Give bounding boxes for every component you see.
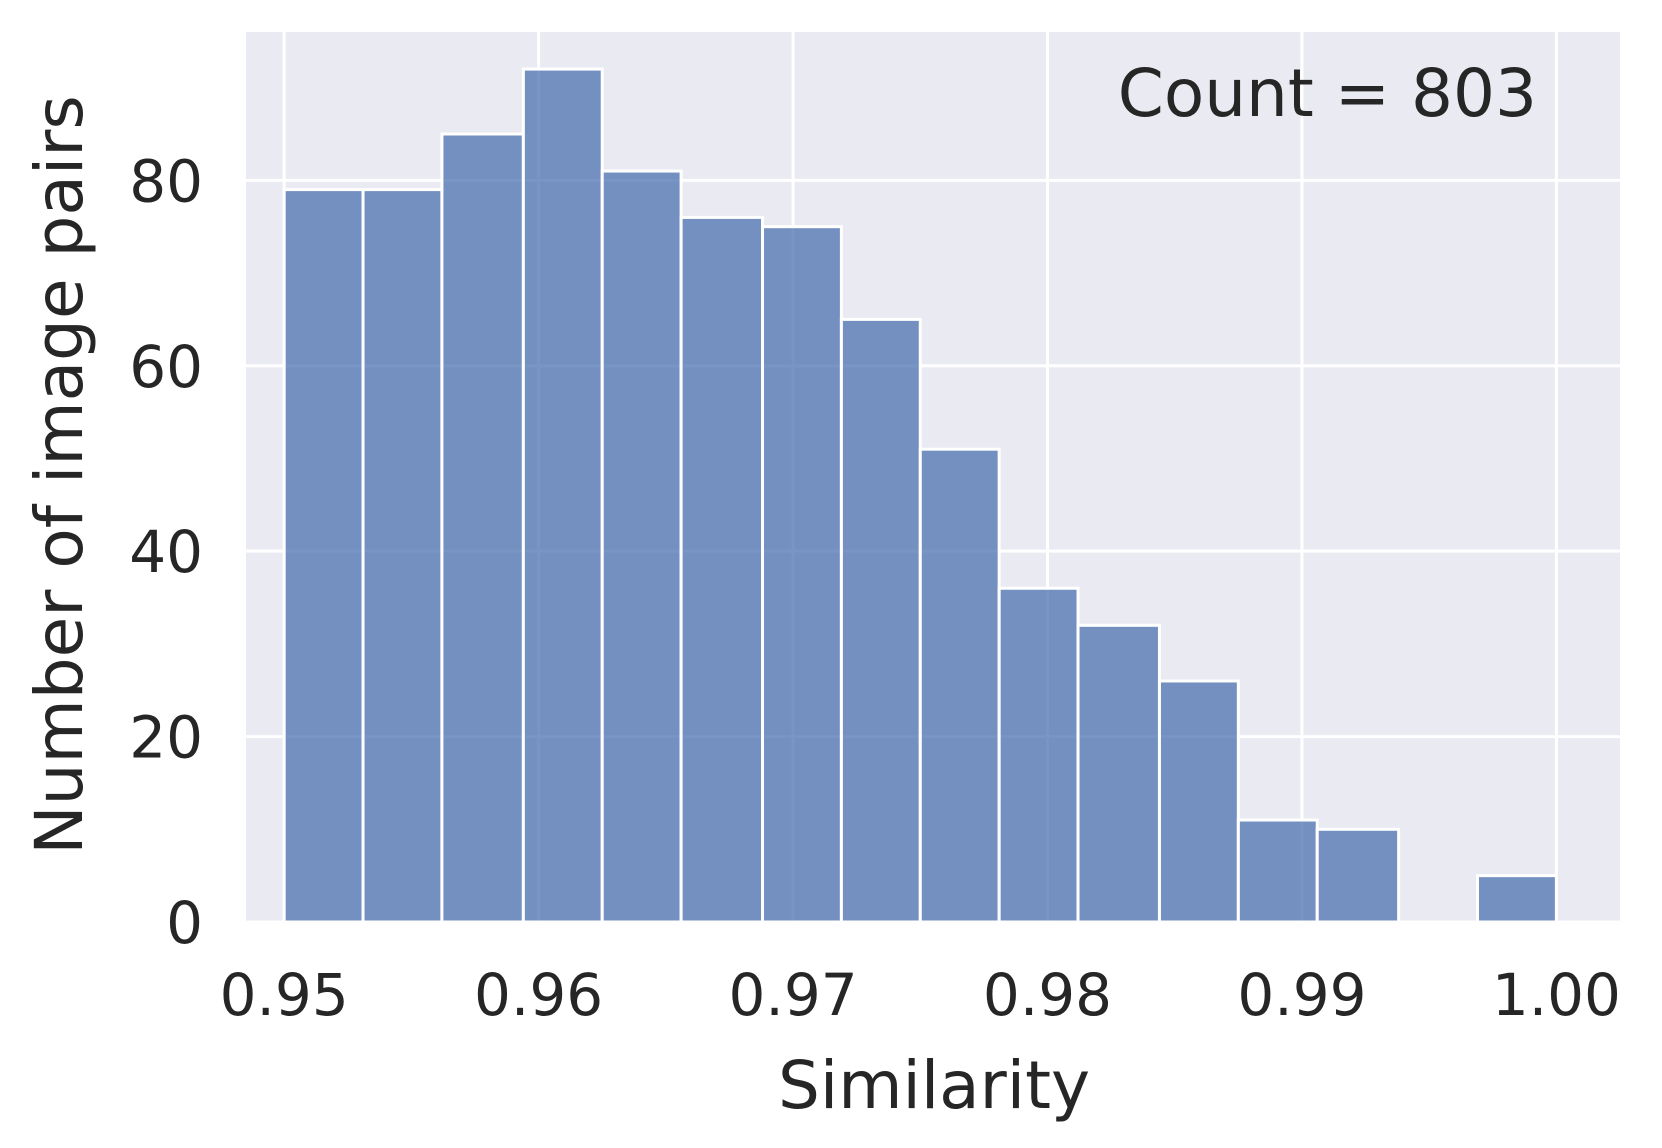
histogram-bar <box>997 586 1080 924</box>
y-tick-label: 80 <box>129 147 203 215</box>
x-tick-label: 0.97 <box>728 961 857 1029</box>
y-axis-label: Number of image pairs <box>21 95 98 854</box>
x-tick-label: 0.95 <box>220 961 349 1029</box>
histogram-bar <box>839 317 922 924</box>
y-tick-label: 20 <box>129 704 203 772</box>
y-tick-labels: 0 20 40 60 80 <box>129 147 203 957</box>
y-tick-label: 60 <box>129 333 203 401</box>
count-annotation: Count = 803 <box>1118 55 1537 132</box>
histogram-bar <box>1076 623 1161 924</box>
histogram-bar <box>1315 827 1401 924</box>
histogram-bar <box>679 215 765 924</box>
histogram-bars <box>282 67 1558 924</box>
y-tick-label: 0 <box>166 889 203 957</box>
x-tick-label: 0.96 <box>474 961 603 1029</box>
histogram-bar <box>440 132 525 924</box>
x-tick-label: 1.00 <box>1492 961 1621 1029</box>
histogram-bar <box>361 188 444 924</box>
histogram-bar <box>761 225 843 924</box>
histogram-bar <box>1157 679 1240 924</box>
histogram-bar <box>282 188 365 924</box>
histogram-bar <box>918 447 1001 924</box>
x-tick-labels: 0.95 0.96 0.97 0.98 0.99 1.00 <box>220 961 1621 1029</box>
histogram-bar <box>1236 818 1319 924</box>
x-axis-label: Similarity <box>778 1047 1090 1124</box>
histogram-bar <box>600 169 683 924</box>
x-tick-label: 0.99 <box>1237 961 1366 1029</box>
histogram-bar <box>1476 874 1558 924</box>
x-tick-label: 0.98 <box>983 961 1112 1029</box>
y-tick-label: 40 <box>129 518 203 586</box>
histogram-bar <box>521 67 604 924</box>
